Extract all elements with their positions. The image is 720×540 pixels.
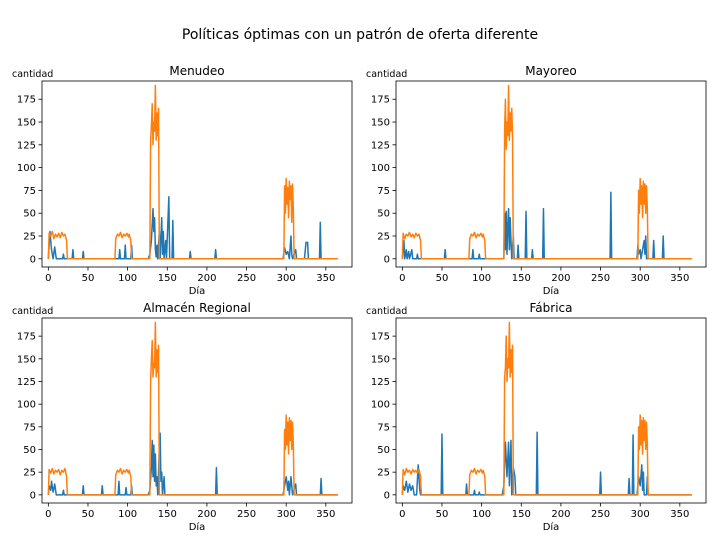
x-tick-label: 50	[436, 273, 449, 284]
series-line-2	[401, 321, 692, 496]
x-tick-label: 150	[512, 273, 531, 284]
x-axis-label: Día	[189, 521, 206, 533]
y-axis-label: cantidad	[366, 306, 407, 317]
x-tick-label: 150	[158, 273, 177, 284]
x-axis-label: Día	[189, 285, 206, 297]
x-axis-label: Día	[543, 285, 560, 297]
y-tick-label: 175	[17, 95, 36, 106]
y-tick-label: 75	[23, 422, 36, 433]
subplot-title: Menudeo	[169, 64, 224, 78]
y-tick-label: 125	[17, 377, 36, 388]
x-tick-label: 100	[118, 509, 137, 520]
x-tick-label: 350	[670, 509, 689, 520]
x-tick-label: 300	[277, 273, 296, 284]
y-tick-label: 50	[377, 209, 390, 220]
axes-frame	[41, 317, 353, 504]
subplots: 0 50 100 150 200 250 300 3500255075100125150175…	[12, 64, 707, 533]
y-tick-label: 50	[377, 445, 390, 456]
subplot-title: Almacén Regional	[143, 301, 251, 315]
plot-area	[401, 321, 692, 496]
x-tick-label: 0	[45, 509, 51, 520]
x-tick-label: 0	[399, 273, 405, 284]
x-tick-label: 100	[472, 273, 491, 284]
x-tick-label: 300	[631, 509, 650, 520]
x-axis-label: Día	[543, 521, 560, 533]
x-tick-label: 150	[512, 509, 531, 520]
series-line-2	[47, 321, 338, 496]
y-tick-label: 50	[23, 209, 36, 220]
y-tick-label: 0	[384, 490, 390, 501]
figure-title: Políticas óptimas con un patrón de ofert…	[182, 27, 538, 43]
x-tick-label: 0	[45, 273, 51, 284]
x-tick-label: 50	[82, 509, 95, 520]
subplot-2: 0 50 100 150 200 250 300 350 0 25 50 75 100 125 150 175…	[366, 64, 707, 297]
y-tick-label: 150	[17, 118, 36, 129]
subplot-1: 0 50 100 150 200 250 300 350 0 25 50 75 100 125 150 175…	[12, 64, 353, 297]
y-tick-label: 100	[371, 163, 390, 174]
y-tick-label: 25	[377, 232, 390, 243]
x-tick-label: 350	[670, 273, 689, 284]
x-tick-label: 300	[631, 273, 650, 284]
y-tick-label: 25	[23, 468, 36, 479]
y-tick-label: 125	[17, 140, 36, 151]
subplot-title: Mayoreo	[525, 64, 577, 78]
y-tick-label: 125	[371, 140, 390, 151]
y-tick-label: 75	[377, 186, 390, 197]
y-tick-label: 150	[371, 354, 390, 365]
y-tick-label: 125	[371, 377, 390, 388]
y-tick-label: 175	[371, 95, 390, 106]
y-tick-label: 25	[377, 468, 390, 479]
y-tick-label: 0	[30, 490, 36, 501]
x-tick-label: 250	[237, 273, 256, 284]
x-tick-label: 100	[472, 509, 491, 520]
y-tick-label: 25	[23, 232, 36, 243]
subplot-title: Fábrica	[530, 301, 573, 315]
y-tick-label: 100	[17, 400, 36, 411]
y-tick-label: 50	[23, 445, 36, 456]
plot-area	[47, 84, 338, 260]
y-tick-label: 75	[377, 422, 390, 433]
x-tick-label: 250	[237, 509, 256, 520]
series-line-2	[47, 84, 338, 260]
x-tick-label: 50	[436, 509, 449, 520]
y-tick-label: 0	[384, 254, 390, 265]
plot-area	[47, 321, 338, 496]
subplot-4: 0 50 100 150 200 250 300 350 0 25 50 75 100 125 150 175…	[366, 301, 707, 533]
y-tick-label: 100	[17, 163, 36, 174]
y-tick-label: 150	[371, 118, 390, 129]
x-tick-label: 200	[197, 273, 216, 284]
series-line-2	[401, 84, 692, 260]
x-tick-label: 150	[158, 509, 177, 520]
axes-frame	[395, 80, 707, 268]
subplot-3: 0 50 100 150 200 250 300 350 0 25 50 75 100 125 150 175…	[12, 301, 353, 533]
x-tick-label: 350	[316, 509, 335, 520]
x-tick-label: 200	[551, 509, 570, 520]
x-tick-label: 350	[316, 273, 335, 284]
x-tick-label: 200	[197, 509, 216, 520]
y-tick-label: 0	[30, 254, 36, 265]
y-tick-label: 175	[17, 332, 36, 343]
axes-frame	[41, 80, 353, 268]
x-tick-label: 250	[591, 273, 610, 284]
x-tick-label: 200	[551, 273, 570, 284]
y-axis-label: cantidad	[12, 306, 53, 317]
y-tick-label: 75	[23, 186, 36, 197]
y-tick-label: 150	[17, 354, 36, 365]
y-axis-label: cantidad	[12, 69, 53, 80]
plot-area	[401, 84, 692, 260]
y-axis-label: cantidad	[366, 69, 407, 80]
x-tick-label: 50	[82, 273, 95, 284]
x-tick-label: 100	[118, 273, 137, 284]
y-tick-label: 175	[371, 332, 390, 343]
x-tick-label: 250	[591, 509, 610, 520]
x-tick-label: 0	[399, 509, 405, 520]
axes-frame	[395, 317, 707, 504]
x-tick-label: 300	[277, 509, 296, 520]
y-tick-label: 100	[371, 400, 390, 411]
